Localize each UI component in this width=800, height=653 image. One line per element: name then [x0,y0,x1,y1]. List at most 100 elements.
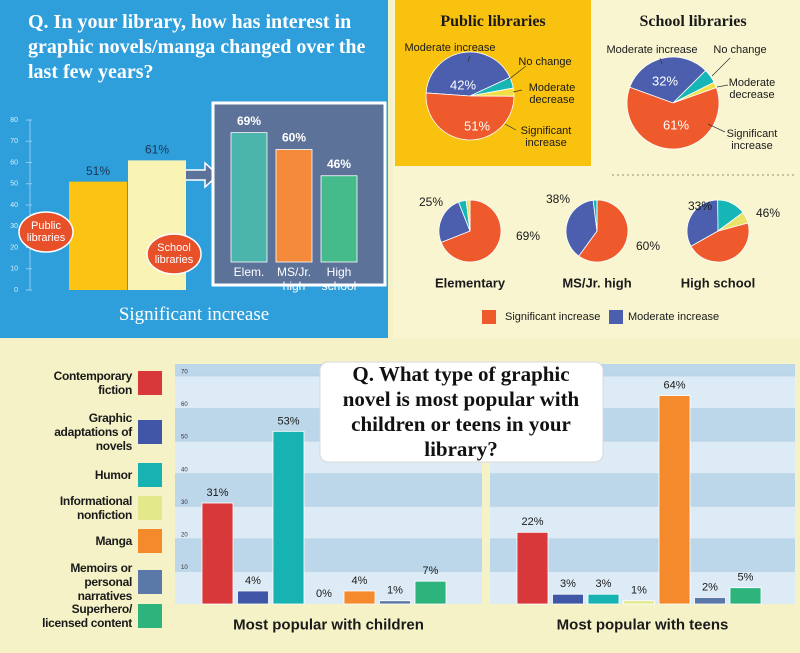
bar [230,132,268,263]
bar [516,531,549,605]
value-label: 7% [423,565,439,577]
slice-label: No change [518,56,572,68]
bar [201,502,234,605]
pie-title: MS/Jr. high [562,275,632,291]
value-label: 4% [245,575,261,587]
value-label: 38% [546,192,570,206]
pie-slice [440,199,502,263]
legend-label: Humor [94,468,132,482]
pie-title: High school [680,275,756,291]
value-label: 31% [206,487,228,499]
pie-slice [578,199,629,263]
bar [552,593,584,605]
pie-slice [626,86,720,150]
y-tick-label: 20 [181,532,188,538]
y-tick-label: 20 [10,244,18,251]
value-label: 69% [516,229,540,243]
bar [272,430,305,605]
value-label: 33% [688,199,712,213]
y-tick-label: 80 [10,117,18,124]
slice-label: Moderate increase [606,44,698,56]
slice-label: No change [713,44,767,56]
value-label: 61% [145,143,169,157]
bar [414,580,447,605]
leader-line [467,55,471,63]
legend-label: Contemporary fiction [53,369,133,397]
bar [379,600,411,605]
value-label: 46% [756,206,780,220]
y-tick-label: 40 [10,202,18,209]
category-badge [146,233,202,275]
pie-slice [717,211,749,232]
leader-line [659,57,663,65]
value-label: 3% [596,578,612,590]
value-label: 46% [327,157,351,171]
legend-label: Memoirs or personal narratives [70,561,132,603]
category-label: MS/Jr. high [276,265,311,293]
legend-swatch [138,371,162,395]
slice-label: Significant increase [520,125,572,149]
value-label: 51% [464,118,490,133]
pie-slice [465,199,471,232]
legend-label: Graphic adaptations of novels [54,411,132,453]
title-box [319,361,604,463]
bar [69,181,127,290]
value-label: 42% [450,77,476,92]
y-tick-label: 10 [181,565,188,571]
bar [623,600,655,605]
slice-label: Moderate decrease [728,77,776,101]
bar [658,395,691,605]
value-label: 61% [663,117,689,132]
stripe [175,473,482,507]
legend-swatch [138,529,162,553]
leader-line [716,84,729,88]
legend-swatch [138,570,162,594]
x-tick-label: Most popular with teens [556,616,729,634]
category-label: Elem. [233,265,265,279]
leader-line [504,123,517,131]
category-label: High school [321,265,357,293]
pie-title: Elementary [434,275,506,291]
bar [320,175,358,263]
slice-label: Moderate decrease [528,82,576,106]
legend-swatch [138,420,162,444]
value-label: 3% [560,578,576,590]
pie-slice [425,92,515,141]
y-tick-label: 40 [181,467,188,473]
value-label: 2% [702,581,718,593]
category-label: School libraries [154,242,194,266]
bar [729,587,762,605]
legend-label: Significant increase [505,311,600,323]
value-label: 22% [521,516,543,528]
y-tick-label: 70 [10,138,18,145]
chart-title: Q. In your library, how has interest in … [28,11,366,83]
chart-title: School libraries [639,13,747,30]
pie-slice [425,51,511,97]
legend-label: Moderate increase [628,311,719,323]
y-tick-label: 10 [10,266,18,273]
y-tick-label: 30 [181,500,188,506]
bar [343,590,376,605]
y-tick-label: 30 [10,223,18,230]
value-label: 4% [352,575,368,587]
y-tick-label: 0 [14,287,18,294]
bar [587,593,620,605]
legend-swatch [138,463,162,487]
value-label: 0% [316,588,332,600]
value-label: 25% [419,195,443,209]
value-label: 51% [86,164,110,178]
legend-swatch [609,310,623,324]
pie-slice [690,222,750,263]
bar [694,597,726,605]
y-tick-label: 50 [10,181,18,188]
chart-title: Q. What type of graphic novel is most po… [342,362,580,461]
value-label: 69% [237,114,261,128]
legend-label: Superhero/ licensed content [42,602,132,630]
value-label: 53% [277,415,299,427]
value-label: 60% [282,131,306,145]
value-label: 32% [652,73,678,88]
x-axis-label: Significant increase [118,304,270,325]
leader-line [507,65,527,81]
y-tick-label: 70 [181,370,188,376]
